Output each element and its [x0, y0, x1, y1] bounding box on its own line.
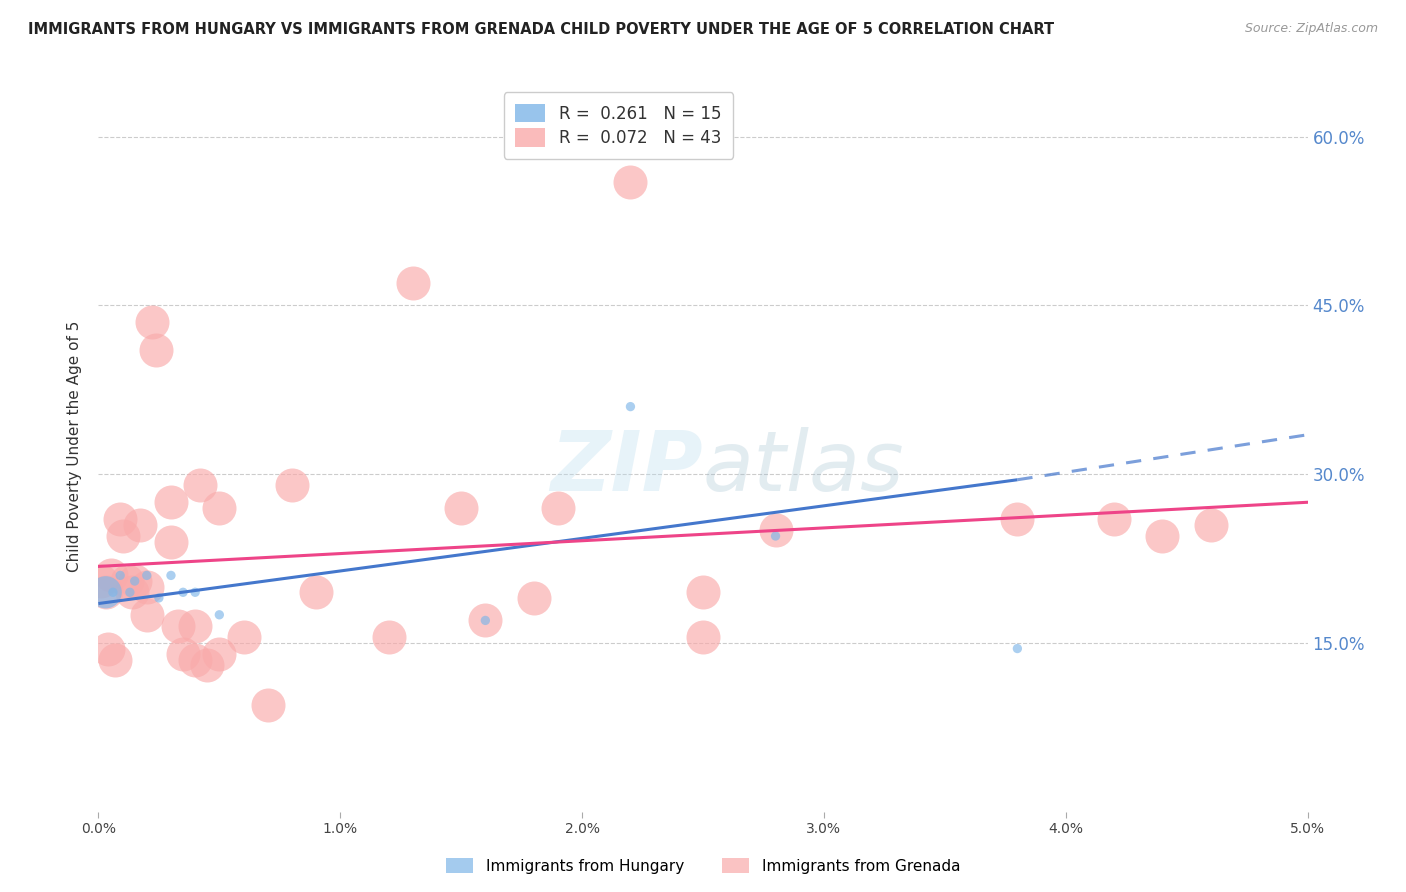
Point [128, 517, 150, 532]
Point [104, 653, 127, 667]
Point [184, 585, 207, 599]
Point [281, 478, 304, 492]
Point [474, 614, 496, 628]
Point [145, 343, 167, 358]
Point [108, 512, 131, 526]
Point [97, 641, 120, 656]
Point [208, 647, 231, 661]
Point [619, 400, 641, 414]
Point [1199, 517, 1222, 532]
Point [1152, 529, 1174, 543]
Point [195, 658, 218, 673]
Text: ZIP: ZIP [550, 427, 703, 508]
Y-axis label: Child Poverty Under the Age of 5: Child Poverty Under the Age of 5 [67, 320, 83, 572]
Point [208, 607, 231, 622]
Point [208, 500, 231, 515]
Point [1102, 512, 1125, 526]
Point [148, 591, 170, 605]
Point [765, 524, 787, 538]
Point [619, 175, 641, 189]
Point [256, 698, 278, 712]
Point [124, 574, 146, 588]
Point [111, 529, 134, 543]
Point [121, 585, 143, 599]
Point [94, 585, 117, 599]
Legend: R =  0.261   N = 15, R =  0.072   N = 43: R = 0.261 N = 15, R = 0.072 N = 43 [503, 92, 733, 159]
Point [118, 585, 141, 599]
Point [184, 619, 207, 633]
Point [172, 647, 194, 661]
Point [160, 495, 183, 509]
Point [377, 630, 399, 644]
Text: Source: ZipAtlas.com: Source: ZipAtlas.com [1244, 22, 1378, 36]
Point [402, 276, 425, 290]
Point [1007, 641, 1029, 656]
Point [100, 568, 122, 582]
Point [101, 585, 124, 599]
Point [172, 585, 194, 599]
Point [141, 315, 163, 329]
Point [108, 568, 131, 582]
Point [184, 653, 207, 667]
Point [692, 585, 714, 599]
Point [305, 585, 328, 599]
Point [167, 619, 190, 633]
Point [135, 568, 157, 582]
Legend: Immigrants from Hungary, Immigrants from Grenada: Immigrants from Hungary, Immigrants from… [440, 852, 966, 880]
Text: atlas: atlas [703, 427, 904, 508]
Point [523, 591, 546, 605]
Point [160, 568, 183, 582]
Point [94, 585, 117, 599]
Point [692, 630, 714, 644]
Point [135, 607, 157, 622]
Point [450, 500, 472, 515]
Point [135, 580, 157, 594]
Point [90, 574, 112, 588]
Point [232, 630, 254, 644]
Point [124, 574, 146, 588]
Point [765, 529, 787, 543]
Point [117, 574, 139, 588]
Point [547, 500, 569, 515]
Point [474, 614, 496, 628]
Point [188, 478, 211, 492]
Point [160, 534, 183, 549]
Point [1007, 512, 1029, 526]
Text: IMMIGRANTS FROM HUNGARY VS IMMIGRANTS FROM GRENADA CHILD POVERTY UNDER THE AGE O: IMMIGRANTS FROM HUNGARY VS IMMIGRANTS FR… [28, 22, 1054, 37]
